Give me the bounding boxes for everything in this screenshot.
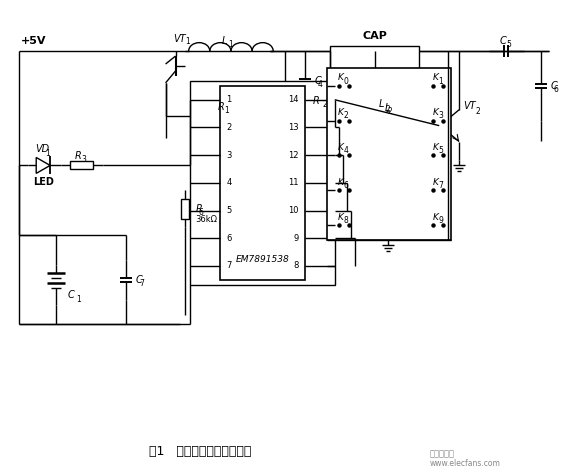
Text: K: K [432,108,438,117]
Bar [191,81,335,285]
Text: 4: 4 [226,178,232,187]
Bar [70,162,93,170]
Text: 1: 1 [228,40,233,49]
Text: 2: 2 [475,107,480,116]
Text: 6: 6 [343,181,348,190]
Bar [182,199,189,219]
Text: K: K [432,143,438,152]
Text: K: K [338,143,343,152]
Text: 2: 2 [386,105,390,114]
Text: K: K [432,213,438,222]
Text: LED: LED [33,177,53,187]
Text: 5: 5 [226,206,232,215]
Text: VT: VT [463,101,475,111]
Text: 4: 4 [318,80,323,89]
Text: 36kΩ: 36kΩ [196,215,217,224]
Text: 12: 12 [288,151,299,160]
Text: 图1   无线遥控发射器原理图: 图1 无线遥控发射器原理图 [149,445,252,458]
Text: 1: 1 [224,106,229,115]
Bar [330,46,419,161]
Text: C: C [500,36,507,46]
Text: CAP: CAP [362,31,387,41]
Text: EM7891538: EM7891538 [235,256,289,265]
Text: 4: 4 [343,146,348,155]
Text: 2: 2 [343,112,348,121]
Text: 7: 7 [226,261,232,270]
Text: 7: 7 [139,279,144,288]
Text: R: R [196,204,202,214]
Text: 9: 9 [438,216,443,225]
Text: +5V: +5V [21,36,47,46]
Bar [192,112,258,120]
Text: K: K [338,108,343,117]
Text: K: K [432,178,438,187]
Text: L: L [222,36,228,46]
Text: 0: 0 [343,76,348,86]
Text: 2: 2 [226,123,232,132]
Text: R: R [313,96,320,106]
Text: www.elecfans.com: www.elecfans.com [429,459,500,468]
Text: K: K [432,74,438,83]
Text: 11: 11 [288,178,299,187]
Bar [220,86,305,280]
Text: C: C [135,275,143,285]
Text: 2: 2 [388,107,392,116]
Text: VD: VD [35,143,49,153]
Text: R: R [75,152,81,162]
Text: R: R [218,102,225,112]
Text: C: C [315,76,321,86]
Text: 8: 8 [343,216,348,225]
Text: 1: 1 [185,37,190,46]
Text: VT: VT [174,34,186,44]
Bar [326,87,334,114]
Text: L: L [384,103,390,113]
Text: 13: 13 [288,123,299,132]
Text: K: K [338,178,343,187]
Text: 3: 3 [226,151,232,160]
Text: C: C [68,290,75,300]
Text: 3: 3 [438,112,443,121]
Text: 1: 1 [76,295,81,304]
Text: C: C [551,81,558,91]
Text: 6: 6 [226,234,232,243]
Text: K: K [338,213,343,222]
Text: 10: 10 [288,206,299,215]
Text: 1: 1 [45,149,50,158]
Text: 6: 6 [198,208,203,217]
Text: 5: 5 [506,40,511,49]
Text: 8: 8 [293,261,299,270]
Text: 3: 3 [81,155,86,164]
Text: 1: 1 [438,76,443,86]
Text: 6: 6 [554,85,559,94]
Text: 7: 7 [438,181,443,190]
Text: 1: 1 [226,95,232,104]
Text: 电子发烧友: 电子发烧友 [429,449,454,458]
Text: 2: 2 [323,100,328,109]
Text: 9: 9 [294,234,299,243]
Text: K: K [338,74,343,83]
Bar [327,68,451,240]
Text: 14: 14 [288,95,299,104]
Text: 5: 5 [438,146,443,155]
Text: L: L [379,99,384,109]
